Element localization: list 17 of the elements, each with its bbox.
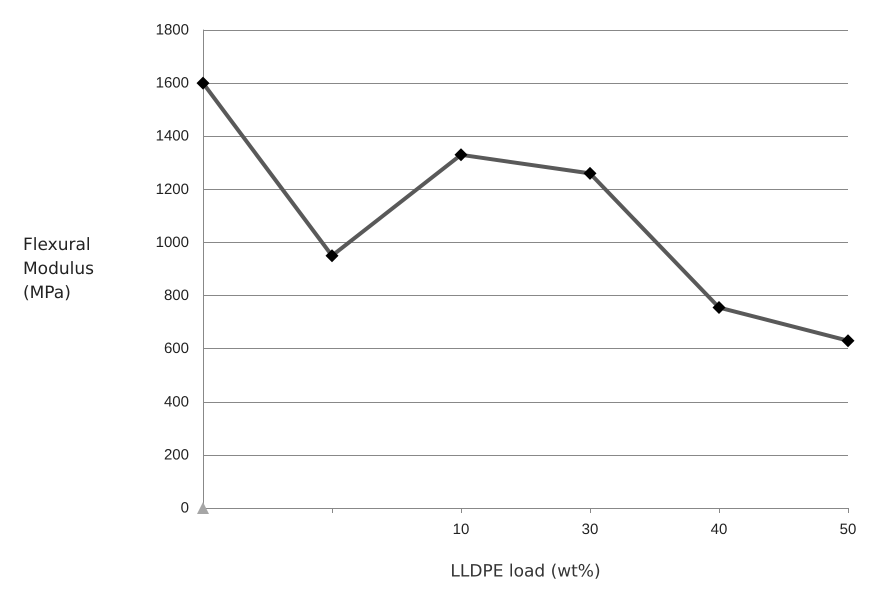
x-tick-label: 10	[452, 521, 470, 538]
y-tick-label: 600	[164, 340, 189, 358]
x-axis-title: LLDPE load (wt%)	[450, 562, 601, 582]
y-tick-label: 1400	[156, 128, 189, 145]
y-tick-label: 1800	[156, 22, 189, 38]
y-tick-label: 1000	[156, 234, 189, 251]
y-tick-label: 1200	[156, 180, 189, 198]
x-tick-label: 40	[710, 521, 728, 538]
y-axis-title: Flexural Modulus (MPa)	[23, 235, 94, 303]
point	[197, 502, 209, 514]
y-tick-label: 200	[164, 446, 189, 464]
y-tick-label: 400	[164, 393, 189, 410]
y-tick-label: 0	[180, 500, 189, 516]
x-tick-label: 30	[582, 521, 598, 538]
x-tick-label: 50	[840, 521, 856, 538]
y-tick-label: 1600	[156, 74, 189, 92]
y-tick-label: 800	[164, 287, 189, 304]
